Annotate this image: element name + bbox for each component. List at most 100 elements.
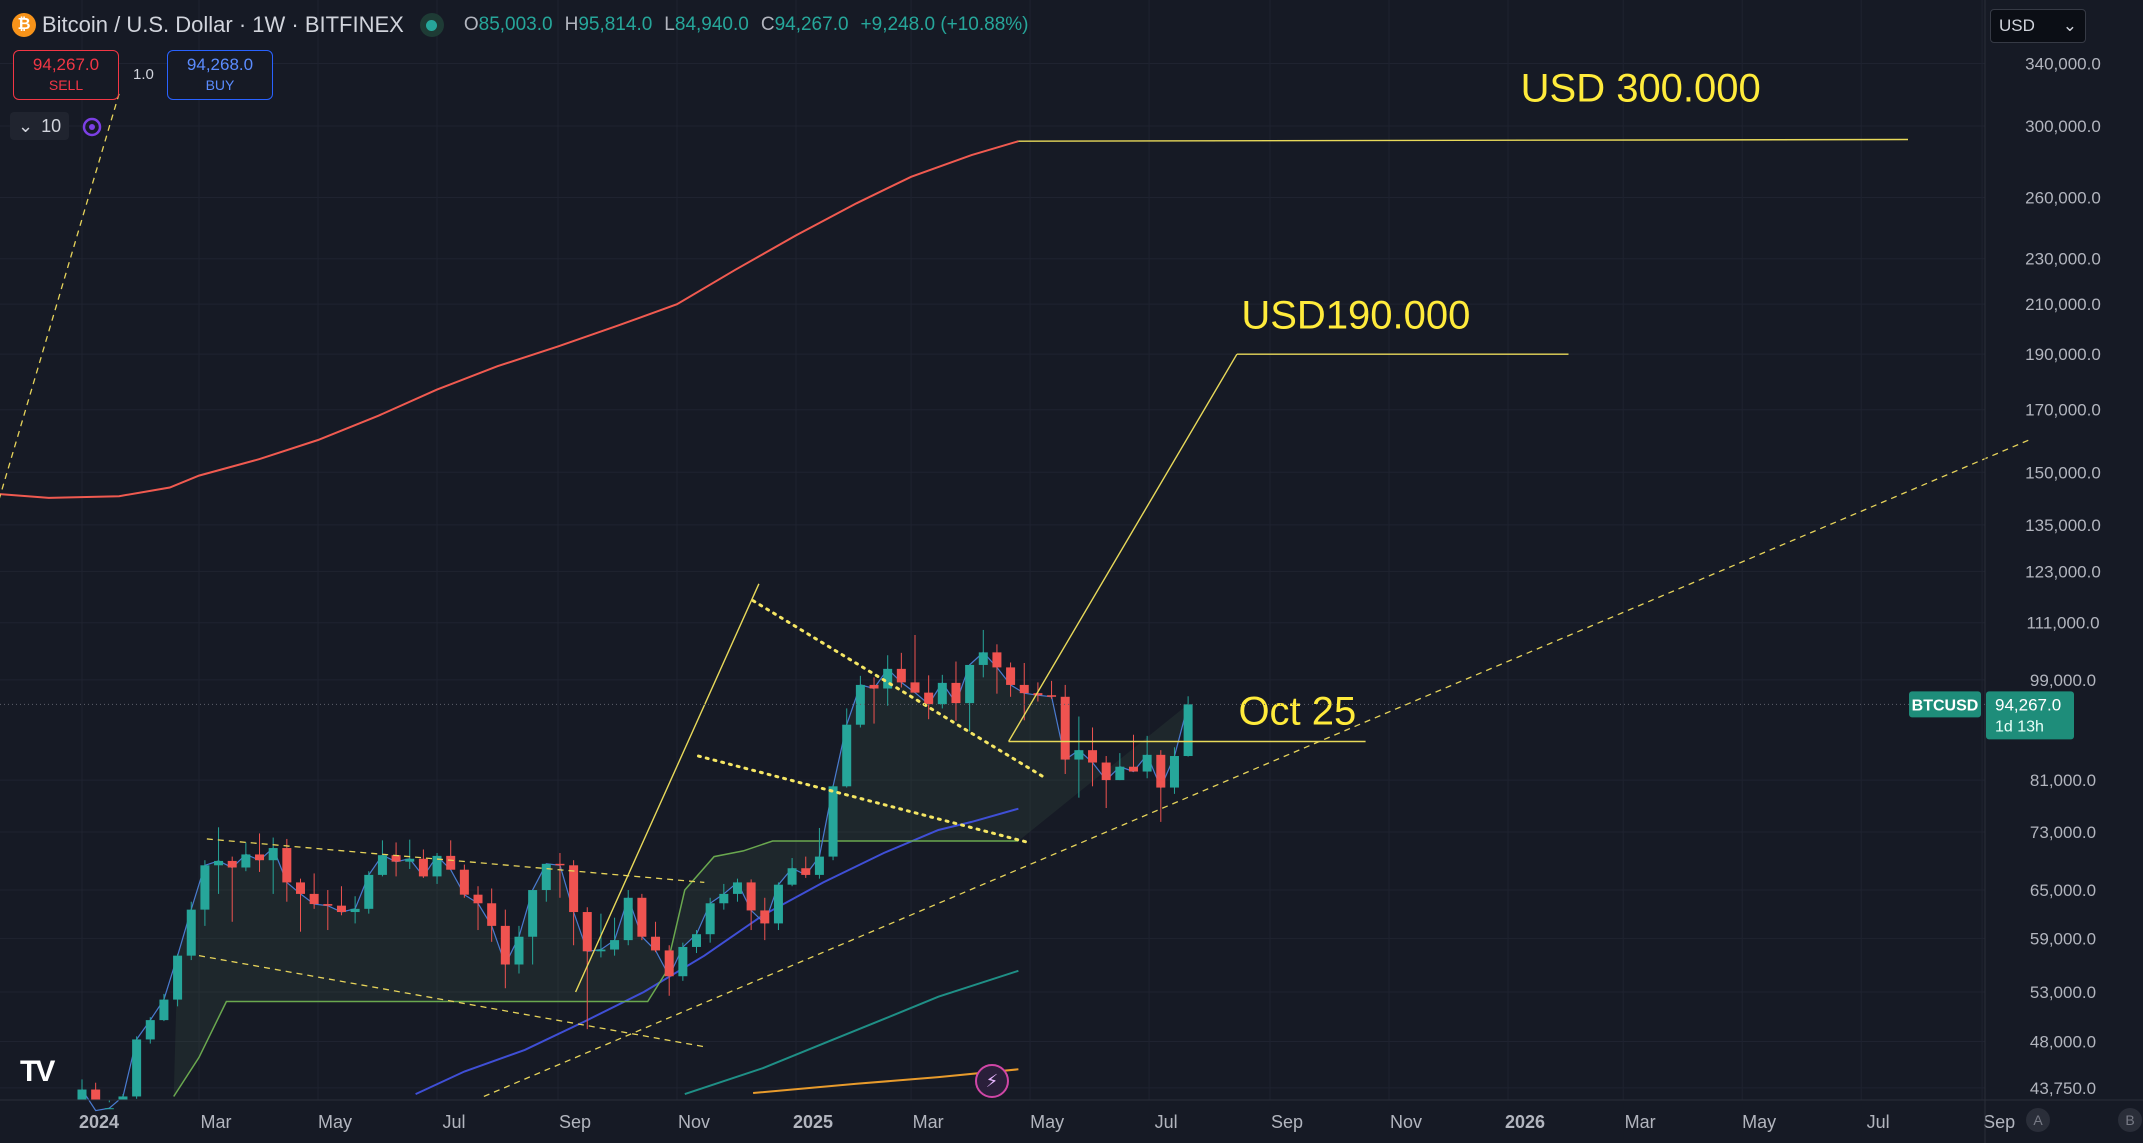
candle-body[interactable] [883,668,893,689]
candle-body[interactable] [541,863,551,891]
projection-line[interactable] [1007,353,1238,742]
candle-body[interactable] [446,855,456,870]
candle-body[interactable] [268,848,278,861]
candle-body[interactable] [828,786,838,857]
candle-body[interactable] [869,684,879,689]
annotation-text[interactable]: USD190.000 [1241,294,1470,338]
candle-body[interactable] [719,893,729,904]
candle-body[interactable] [732,882,742,894]
candle-body[interactable] [282,848,292,883]
quantity-selector[interactable]: ⌄ 10 [10,112,70,140]
candle-body[interactable] [528,890,538,937]
candle-body[interactable] [391,855,401,862]
candle-body[interactable] [295,882,305,894]
candle-body[interactable] [377,855,387,875]
wedge-line[interactable] [696,754,1030,844]
last-price-box[interactable] [1986,691,2074,740]
candle-body[interactable] [1088,750,1098,763]
candle-body[interactable] [227,860,237,868]
candle-body[interactable] [1019,684,1029,694]
projection-line[interactable] [1018,138,1909,142]
lightning-icon[interactable]: ⚡ [975,1064,1009,1098]
candle-body[interactable] [77,1089,87,1100]
annotation-text[interactable]: USD 300.000 [1521,67,1761,111]
candle-body[interactable] [186,909,196,956]
candle-body[interactable] [200,865,210,910]
drawings[interactable] [0,93,2030,1098]
candle-body[interactable] [500,925,510,965]
candle-body[interactable] [159,999,169,1021]
market-open-icon[interactable] [419,13,444,37]
candle-body[interactable] [951,682,961,704]
projection-line[interactable] [574,583,760,993]
candle-body[interactable] [705,903,715,935]
candle-body[interactable] [842,724,852,787]
candle-body[interactable] [418,858,428,877]
candle-body[interactable] [664,950,674,977]
candle-body[interactable] [173,955,183,1000]
candle-body[interactable] [678,946,688,977]
candle-body[interactable] [487,903,497,926]
candle-body[interactable] [459,869,469,895]
candle-body[interactable] [992,652,1002,668]
candle-body[interactable] [746,882,756,911]
candle-body[interactable] [773,884,783,924]
sell-button[interactable]: 94,267.0 SELL [13,50,119,100]
candle-body[interactable] [555,863,565,866]
candle-body[interactable] [1115,766,1125,781]
candle-body[interactable] [910,682,920,693]
candle-body[interactable] [132,1039,142,1097]
candle-body[interactable] [514,936,524,965]
candle-body[interactable] [924,692,934,705]
candle-body[interactable] [623,897,633,941]
log-scale-button[interactable]: B [2118,1108,2142,1132]
candle-body[interactable] [145,1020,155,1040]
candle-body[interactable] [473,894,483,904]
candle-body[interactable] [978,652,988,665]
candle-body[interactable] [814,856,824,875]
candle-body[interactable] [651,936,661,951]
candle-body[interactable] [405,858,415,862]
symbol-label-box[interactable] [1909,691,1981,718]
candle-body[interactable] [787,868,797,885]
candle-body[interactable] [1060,696,1070,760]
candle-body[interactable] [1074,750,1084,760]
candle-body[interactable] [965,664,975,704]
trend-line[interactable] [198,955,705,1048]
annotation-text[interactable]: Oct 25 [1238,690,1356,734]
candle-body[interactable] [801,868,811,875]
candle-body[interactable] [596,949,606,952]
candle-body[interactable] [1006,667,1016,685]
symbol-title[interactable]: Bitcoin / U.S. Dollar · 1W · BITFINEX [42,12,404,37]
buy-button[interactable]: 94,268.0 BUY [167,50,273,100]
candle-body[interactable] [1156,754,1166,788]
candle-body[interactable] [1033,693,1043,696]
sync-icon[interactable] [80,115,104,139]
candle-body[interactable] [637,897,647,937]
annotations[interactable]: USD 300.000 USD190.000 Oct 25 [1238,67,1760,734]
candle-body[interactable] [336,905,346,913]
candle-body[interactable] [610,940,620,950]
candle-body[interactable] [1128,766,1138,772]
candle-body[interactable] [1047,695,1057,697]
currency-select[interactable]: USD ⌄ [1990,9,2086,43]
candle-body[interactable] [118,1096,128,1100]
candle-body[interactable] [1142,754,1152,772]
candle-body[interactable] [937,682,947,705]
candle-body[interactable] [323,904,333,906]
candle-body[interactable] [214,860,224,866]
trend-line[interactable] [483,439,2030,1098]
candle-body[interactable] [582,912,592,952]
candle-body[interactable] [760,910,770,924]
candle-body[interactable] [309,893,319,905]
candle-body[interactable] [241,854,251,868]
candle-body[interactable] [255,854,265,861]
candle-body[interactable] [1169,756,1179,788]
candle-body[interactable] [350,908,360,913]
candle-body[interactable] [104,1108,114,1110]
candle-body[interactable] [432,855,442,877]
trend-line[interactable] [0,93,120,701]
candle-body[interactable] [569,865,579,913]
